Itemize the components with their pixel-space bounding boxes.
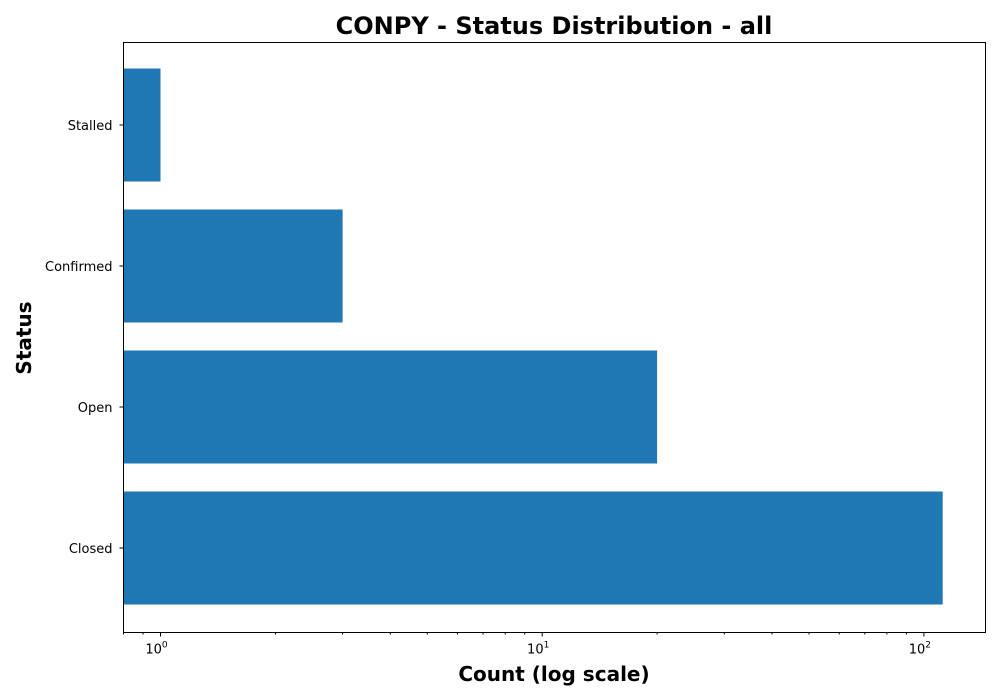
chart-title: CONPY - Status Distribution - all [336,12,773,40]
bar-confirmed [123,209,343,323]
bar-stalled [123,68,161,182]
y-tick-label: Closed [69,542,113,557]
y-axis-ticks: Closed Open Confirmed Stalled [45,119,124,557]
y-axis-label: Status [12,301,36,374]
plot-frame [123,42,986,633]
y-tick-label: Stalled [68,119,113,134]
bar-open [123,350,658,464]
x-axis-label: Count (log scale) [458,662,649,686]
x-axis-ticks: 100 101 102 [123,632,931,658]
y-tick-label: Confirmed [45,260,113,275]
x-tick-label: 102 [909,641,931,658]
bar-closed [123,491,943,605]
x-tick-label: 101 [527,641,549,658]
x-tick-label: 100 [145,641,168,658]
bars-group [123,68,943,605]
y-tick-label: Open [78,401,113,416]
